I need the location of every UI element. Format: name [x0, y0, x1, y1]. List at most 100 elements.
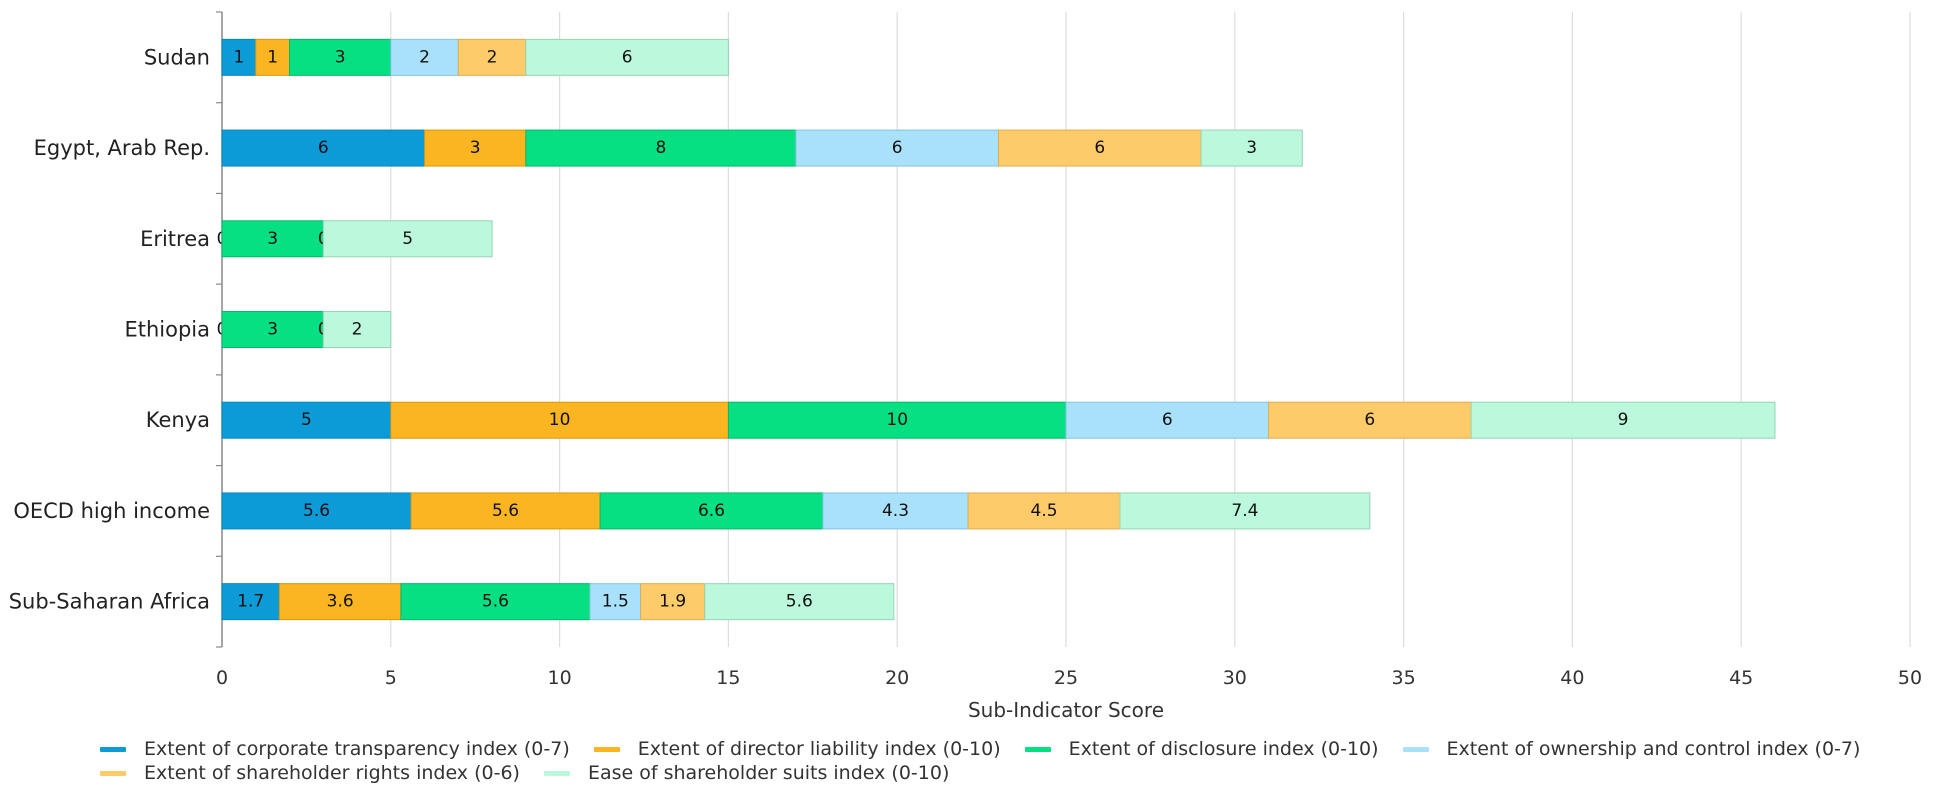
x-tick-label: 5 — [385, 667, 397, 689]
data-label: 5.6 — [482, 592, 509, 612]
category-label: Eritrea — [140, 227, 210, 251]
data-label: 10 — [886, 410, 908, 430]
legend-label: Extent of shareholder rights index (0-6) — [144, 762, 520, 784]
data-label: 2 — [352, 320, 363, 340]
data-label: 2 — [487, 47, 498, 67]
bar-segment — [795, 129, 999, 167]
data-label: 3 — [267, 229, 278, 249]
bar-segment — [322, 311, 392, 348]
x-tick-label: 20 — [885, 667, 909, 689]
data-label: 3 — [335, 47, 346, 67]
data-label: 5.6 — [786, 592, 813, 612]
bar-segment — [997, 129, 1202, 167]
data-label: 6.6 — [698, 501, 725, 521]
stacked-bar-chart: Sudan Egypt, Arab Rep. Eritrea Ethiopia Keny… — [9, 11, 1922, 722]
data-label: 3 — [1246, 138, 1257, 158]
x-tick-label: 0 — [216, 667, 228, 689]
data-label: 6 — [318, 138, 329, 158]
legend-label: Extent of ownership and control index (0… — [1446, 738, 1861, 760]
legend-swatch — [100, 746, 126, 752]
bar-segment — [289, 38, 392, 76]
bar-segment — [822, 492, 969, 530]
data-label: 2 — [419, 47, 430, 67]
category-label: Egypt, Arab Rep. — [34, 136, 210, 160]
bar-segment — [727, 401, 1067, 439]
bar-segment — [1268, 401, 1472, 439]
bar-segment — [400, 583, 591, 621]
bar-segment — [704, 583, 895, 621]
legend-label: Extent of corporate transparency index (… — [144, 738, 570, 760]
legend-item: Ease of shareholder suits index (0-10) — [543, 762, 950, 784]
x-tick-label: 25 — [1054, 667, 1078, 689]
bar-segment — [255, 38, 291, 76]
bar-segment — [1470, 401, 1776, 439]
legend: Extent of corporate transparency index (… — [100, 738, 1920, 784]
bar-segment — [390, 401, 729, 439]
data-label: 7.4 — [1231, 501, 1258, 521]
x-tick-label: 40 — [1560, 667, 1584, 689]
legend-swatch — [100, 770, 126, 776]
data-label: 4.5 — [1031, 501, 1058, 521]
legend-item: Extent of corporate transparency index (… — [100, 738, 570, 760]
bar-segment — [640, 583, 706, 621]
data-label: 4.3 — [882, 501, 909, 521]
data-label: 5 — [402, 229, 413, 249]
legend-item: Extent of ownership and control index (0… — [1402, 738, 1861, 760]
bar-segment — [221, 401, 392, 439]
bar-segment — [967, 492, 1121, 530]
data-label: 5.6 — [492, 501, 519, 521]
bar-segment — [599, 492, 824, 530]
legend-label: Ease of shareholder suits index (0-10) — [587, 762, 950, 784]
legend-label: Extent of disclosure index (0-10) — [1068, 738, 1379, 760]
bar-segment — [525, 38, 729, 76]
category-label: Ethiopia — [124, 318, 210, 342]
data-label: 3 — [267, 320, 278, 340]
data-label: 6 — [892, 138, 903, 158]
data-label: 5 — [301, 410, 312, 430]
legend-item: Extent of director liability index (0-10… — [593, 738, 1001, 760]
category-label: Kenya — [146, 408, 210, 432]
data-label: 6 — [1162, 410, 1173, 430]
data-label: 6 — [1364, 410, 1375, 430]
data-label: 1 — [233, 47, 244, 67]
x-tick-label: 15 — [716, 667, 740, 689]
data-label: 1.9 — [659, 592, 686, 612]
category-label: Sudan — [144, 45, 210, 69]
data-label: 6 — [622, 47, 633, 67]
legend-swatch — [1024, 746, 1051, 752]
data-label: 5.6 — [303, 501, 330, 521]
bar-segment — [424, 129, 527, 167]
category-label: Sub-Saharan Africa — [9, 590, 210, 614]
bar-segment — [221, 38, 257, 76]
bar-segment — [1200, 129, 1303, 167]
legend-swatch — [593, 746, 620, 752]
x-axis-title: Sub-Indicator Score — [968, 698, 1164, 722]
data-label: 9 — [1618, 410, 1629, 430]
bar-segment — [322, 220, 493, 258]
data-label: 6 — [1094, 138, 1105, 158]
data-label: 1.7 — [237, 592, 264, 612]
data-label: 3 — [470, 138, 481, 158]
x-tick-label: 10 — [548, 667, 572, 689]
bar-segment — [221, 583, 280, 621]
x-tick-label: 50 — [1898, 667, 1922, 689]
bar-segment — [1119, 492, 1371, 530]
legend-swatch — [543, 770, 570, 776]
bar-segment — [221, 129, 426, 167]
bar-segment — [525, 129, 797, 167]
x-tick-label: 45 — [1729, 667, 1753, 689]
data-label: 1 — [267, 47, 278, 67]
category-label: OECD high income — [13, 499, 210, 523]
data-label: 3.6 — [327, 592, 354, 612]
data-label: 1.5 — [602, 592, 629, 612]
legend-label: Extent of director liability index (0-10… — [637, 738, 1001, 760]
legend-item: Extent of shareholder rights index (0-6) — [100, 762, 520, 784]
bar-segment — [221, 220, 324, 258]
data-label: 10 — [549, 410, 571, 430]
x-tick-label: 35 — [1392, 667, 1416, 689]
bar-segment — [1065, 401, 1270, 439]
legend-swatch — [1402, 746, 1429, 752]
data-label: 8 — [655, 138, 666, 158]
bar-segment — [390, 38, 459, 76]
x-tick-label: 30 — [1223, 667, 1247, 689]
